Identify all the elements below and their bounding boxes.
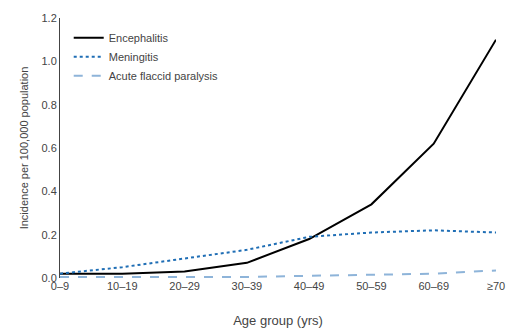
svg-text:50–59: 50–59 — [356, 280, 387, 292]
svg-text:40–49: 40–49 — [294, 280, 325, 292]
svg-text:0.8: 0.8 — [42, 99, 57, 111]
svg-text:Meningitis: Meningitis — [109, 51, 159, 63]
svg-text:20–29: 20–29 — [169, 280, 200, 292]
svg-text:10–19: 10–19 — [107, 280, 138, 292]
svg-text:60–69: 60–69 — [418, 280, 449, 292]
svg-text:0.2: 0.2 — [42, 229, 57, 241]
svg-text:0.0: 0.0 — [42, 272, 57, 284]
svg-text:Incidence per 100,000 populati: Incidence per 100,000 population — [18, 67, 30, 230]
svg-text:Acute flaccid paralysis: Acute flaccid paralysis — [109, 70, 218, 82]
svg-text:0–9: 0–9 — [51, 280, 69, 292]
svg-text:30–39: 30–39 — [232, 280, 263, 292]
svg-text:1.2: 1.2 — [42, 12, 57, 24]
svg-text:0.6: 0.6 — [42, 142, 57, 154]
svg-text:Age group (yrs): Age group (yrs) — [233, 313, 323, 328]
svg-text:0.4: 0.4 — [42, 185, 57, 197]
svg-text:1.0: 1.0 — [42, 55, 57, 67]
svg-text:Encephalitis: Encephalitis — [109, 32, 169, 44]
svg-text:≥70: ≥70 — [487, 280, 505, 292]
